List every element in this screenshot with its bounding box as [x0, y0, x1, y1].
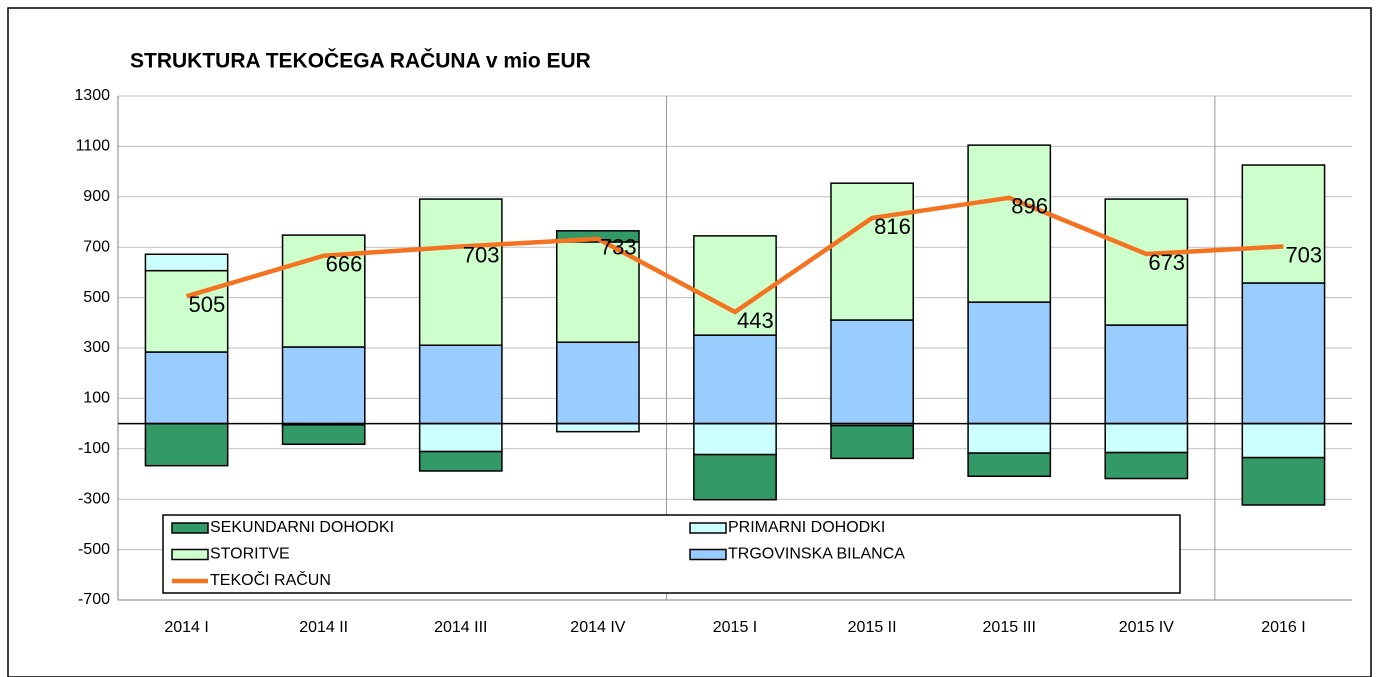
bar-segment: [1104, 324, 1189, 425]
bar-segment: [830, 319, 914, 425]
data-label: 816: [874, 214, 911, 239]
bar-segment: [967, 452, 1052, 478]
data-label: 703: [463, 242, 500, 267]
bar-segment: [693, 334, 777, 425]
bar-segment: [830, 424, 914, 460]
bar-segment: [556, 422, 640, 433]
bar-segment: [1241, 282, 1326, 425]
bar-segment: [967, 144, 1052, 303]
legend-swatch: [171, 548, 209, 561]
bar-segment: [418, 450, 503, 472]
x-tick-label: 2016 I: [1261, 619, 1305, 636]
line-series: [185, 195, 1284, 315]
legend-swatch: [689, 522, 727, 534]
data-label: 505: [189, 292, 226, 317]
bar-segment: [556, 230, 640, 243]
legend-label: STORITVE: [210, 546, 290, 563]
x-tick-label: 2015 IV: [1119, 619, 1174, 636]
y-tick-label: -700: [78, 591, 110, 608]
y-tick-label: 1300: [74, 87, 110, 104]
legend-box: [162, 514, 1181, 594]
bar-segment: [281, 346, 366, 425]
legend-label: PRIMARNI DOHODKI: [728, 519, 885, 536]
bar-segment: [418, 344, 503, 425]
data-label: 703: [1285, 242, 1322, 267]
bar-segment: [1104, 198, 1189, 326]
y-tick-label: 500: [83, 289, 110, 306]
y-tick-label: 300: [83, 339, 110, 356]
x-tick-label: 2014 I: [164, 619, 208, 636]
bar-segment: [967, 422, 1052, 454]
x-tick-label: 2015 II: [848, 619, 897, 636]
data-label: 443: [737, 308, 774, 333]
x-tick-label: 2015 III: [983, 619, 1036, 636]
legend-label: TRGOVINSKA BILANCA: [728, 546, 905, 563]
bar-segment: [693, 453, 777, 501]
data-label: 733: [600, 235, 637, 260]
bar-segment: [693, 422, 777, 456]
x-tick-label: 2014 II: [299, 619, 348, 636]
legend-label: SEKUNDARNI DOHODKI: [210, 519, 394, 536]
bar-segment: [1241, 456, 1326, 506]
bar-segment: [1104, 451, 1189, 480]
bar-segment: [144, 253, 229, 272]
bar-segment: [967, 301, 1052, 425]
bar-segment: [144, 351, 229, 425]
bar-segment: [556, 341, 640, 425]
x-tick-label: 2014 III: [434, 619, 487, 636]
bar-segment: [281, 424, 366, 446]
bar-segment: [1241, 164, 1326, 284]
y-tick-label: -100: [78, 440, 110, 457]
legend-swatch: [689, 548, 727, 561]
x-tick-label: 2014 IV: [570, 619, 625, 636]
y-tick-label: -500: [78, 541, 110, 558]
bar-segment: [556, 241, 640, 343]
bar-segment: [830, 182, 914, 321]
bar-segment: [144, 422, 229, 467]
x-tick-label: 2015 I: [713, 619, 757, 636]
y-tick-label: -300: [78, 490, 110, 507]
bar-segment: [1104, 422, 1189, 454]
data-label: 666: [326, 252, 363, 277]
data-label: 673: [1148, 250, 1185, 275]
bar-segment: [1241, 422, 1326, 459]
data-label: 896: [1011, 194, 1048, 219]
legend-swatch: [171, 522, 209, 534]
bar-segment: [418, 198, 503, 346]
bar-segment: [418, 422, 503, 453]
y-tick-label: 1100: [76, 138, 111, 155]
y-tick-label: 700: [83, 238, 110, 255]
y-tick-label: 100: [83, 390, 110, 407]
y-tick-label: 900: [83, 188, 110, 205]
chart-title: STRUKTURA TEKOČEGA RAČUNA v mio EUR: [130, 49, 591, 73]
legend-label: TEKOČI RAČUN: [210, 570, 331, 589]
